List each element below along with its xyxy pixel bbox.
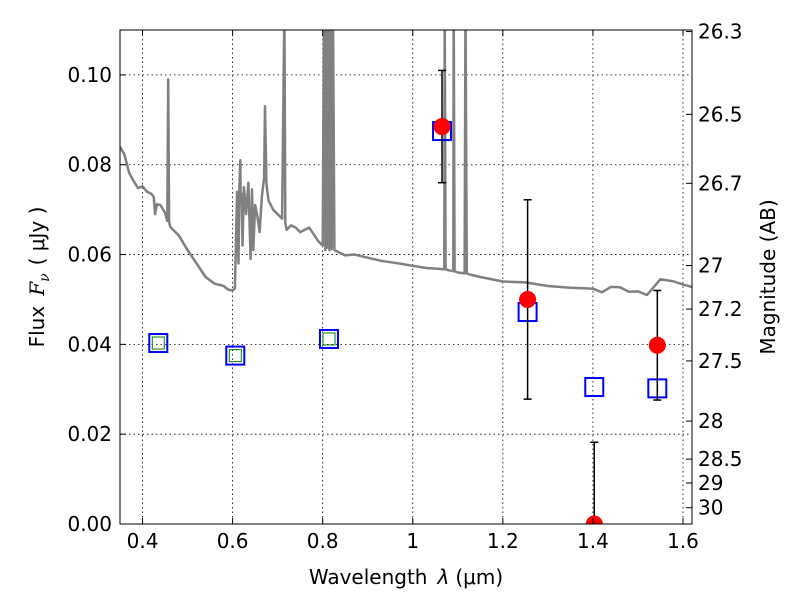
axis-ticks: 0.4 0.6 0.8 1 1.2 1.4 1.6 0.00 0.02 0.04 0.06 0.08 0… <box>67 20 742 553</box>
y2-axis-label: Magnitude (AB) <box>756 199 780 354</box>
observed-point <box>519 290 537 308</box>
mag-tick-label: 28 <box>698 409 723 433</box>
y-tick-label: 0.10 <box>67 63 112 87</box>
x-tick-label: 1 <box>406 529 419 553</box>
x-tick-label: 1.6 <box>667 529 699 553</box>
plot-frame <box>119 29 693 525</box>
mag-tick-label: 26.7 <box>698 171 743 195</box>
mag-tick-label: 26.5 <box>698 102 743 126</box>
observed-point <box>648 336 666 354</box>
plot-content <box>120 30 692 524</box>
photometry-square <box>228 349 242 363</box>
model-square <box>225 345 246 366</box>
photometry-square <box>322 332 336 346</box>
mag-tick-label: 30 <box>698 496 723 520</box>
y-tick-label: 0.04 <box>67 332 112 356</box>
observed-point <box>585 515 603 524</box>
mag-tick-label: 27.2 <box>698 297 743 321</box>
mag-tick-label: 27 <box>698 254 723 278</box>
x-tick-label: 0.6 <box>217 529 249 553</box>
x-tick-label: 1.2 <box>487 529 519 553</box>
plot-area <box>120 30 692 524</box>
x-tick-label: 0.4 <box>127 529 159 553</box>
y-axis-label: FluxFν( μJy ) <box>25 207 53 348</box>
mag-tick-label: 27.5 <box>698 349 743 373</box>
x-axis-label: Wavelength λ (μm) <box>309 565 503 589</box>
mag-tick-label: 26.3 <box>698 20 743 44</box>
mag-tick-label: 29 <box>698 471 723 495</box>
x-tick-label: 1.4 <box>577 529 609 553</box>
spectrum-line <box>120 30 692 297</box>
y-tick-label: 0.06 <box>67 243 112 267</box>
mag-tick-label: 28.5 <box>698 447 743 471</box>
model-square <box>318 328 339 349</box>
model-square <box>148 333 169 354</box>
model-square <box>584 377 605 398</box>
observed-point <box>433 118 451 136</box>
x-tick-label: 0.8 <box>307 529 339 553</box>
y-tick-label: 0.02 <box>67 422 112 446</box>
y-tick-label: 0.00 <box>67 512 112 536</box>
photometry-square <box>151 336 165 350</box>
y-tick-label: 0.08 <box>67 153 112 177</box>
